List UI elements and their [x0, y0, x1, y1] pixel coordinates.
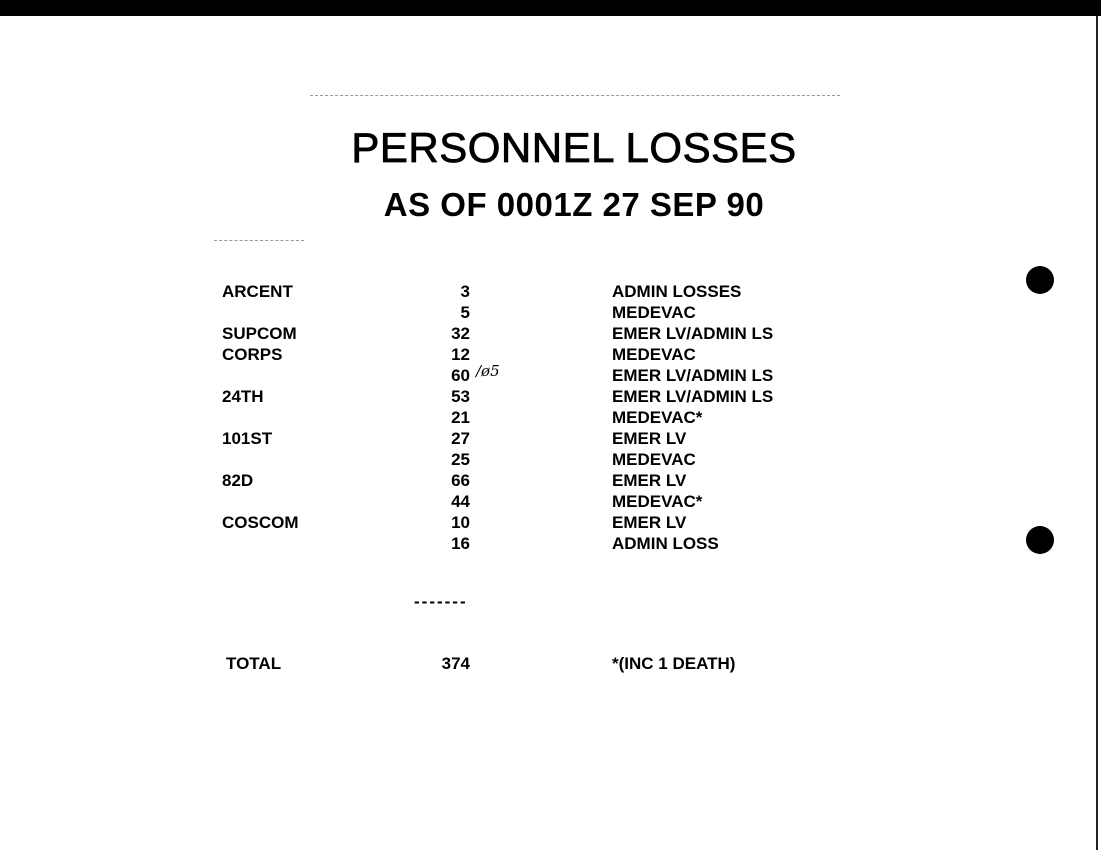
scan-top-edge: [0, 0, 1101, 16]
unit-cell: 101ST: [222, 429, 273, 448]
category-cell: MEDEVAC*: [612, 408, 703, 427]
category-cell: ADMIN LOSSES: [612, 282, 742, 301]
scan-artifact: [310, 95, 840, 96]
total-separator: -------: [414, 592, 468, 611]
count-cell: 27: [451, 429, 470, 448]
unit-cell: ARCENT: [222, 282, 293, 301]
count-cell: 5: [460, 303, 470, 322]
scan-right-edge: [1096, 16, 1098, 850]
category-cell: MEDEVAC: [612, 303, 696, 322]
category-cell: EMER LV/ADMIN LS: [612, 366, 774, 385]
count-cell: 25: [451, 450, 470, 469]
count-cell: 3: [460, 282, 470, 301]
total-footnote: *(INC 1 DEATH): [612, 654, 736, 673]
total-label: TOTAL: [226, 654, 282, 673]
punch-hole: [1026, 266, 1054, 294]
unit-cell: 82D: [222, 471, 254, 490]
count-cell: 53: [451, 387, 470, 406]
category-cell: ADMIN LOSS: [612, 534, 719, 553]
scan-artifact: [214, 240, 304, 241]
category-cell: MEDEVAC*: [612, 492, 703, 511]
unit-cell: SUPCOM: [222, 324, 297, 343]
page-title: PERSONNEL LOSSES: [351, 124, 797, 172]
punch-hole: [1026, 526, 1054, 554]
count-cell: 44: [451, 492, 470, 511]
handwritten-note: /ø5: [476, 362, 500, 380]
category-cell: EMER LV/ADMIN LS: [612, 387, 774, 406]
count-cell: 60: [451, 366, 470, 385]
count-cell: 66: [451, 471, 470, 490]
category-cell: MEDEVAC: [612, 450, 696, 469]
category-cell: EMER LV: [612, 429, 687, 448]
count-cell: 21: [451, 408, 470, 427]
count-cell: 12: [451, 345, 470, 364]
category-cell: EMER LV: [612, 513, 687, 532]
category-cell: EMER LV: [612, 471, 687, 490]
unit-cell: COSCOM: [222, 513, 299, 532]
total-count: 374: [441, 654, 470, 673]
count-cell: 32: [451, 324, 470, 343]
count-cell: 16: [451, 534, 470, 553]
category-cell: EMER LV/ADMIN LS: [612, 324, 774, 343]
category-cell: MEDEVAC: [612, 345, 696, 364]
page-subtitle: AS OF 0001Z 27 SEP 90: [383, 186, 765, 223]
count-cell: 10: [451, 513, 470, 532]
unit-cell: CORPS: [222, 345, 283, 364]
unit-cell: 24TH: [222, 387, 264, 406]
